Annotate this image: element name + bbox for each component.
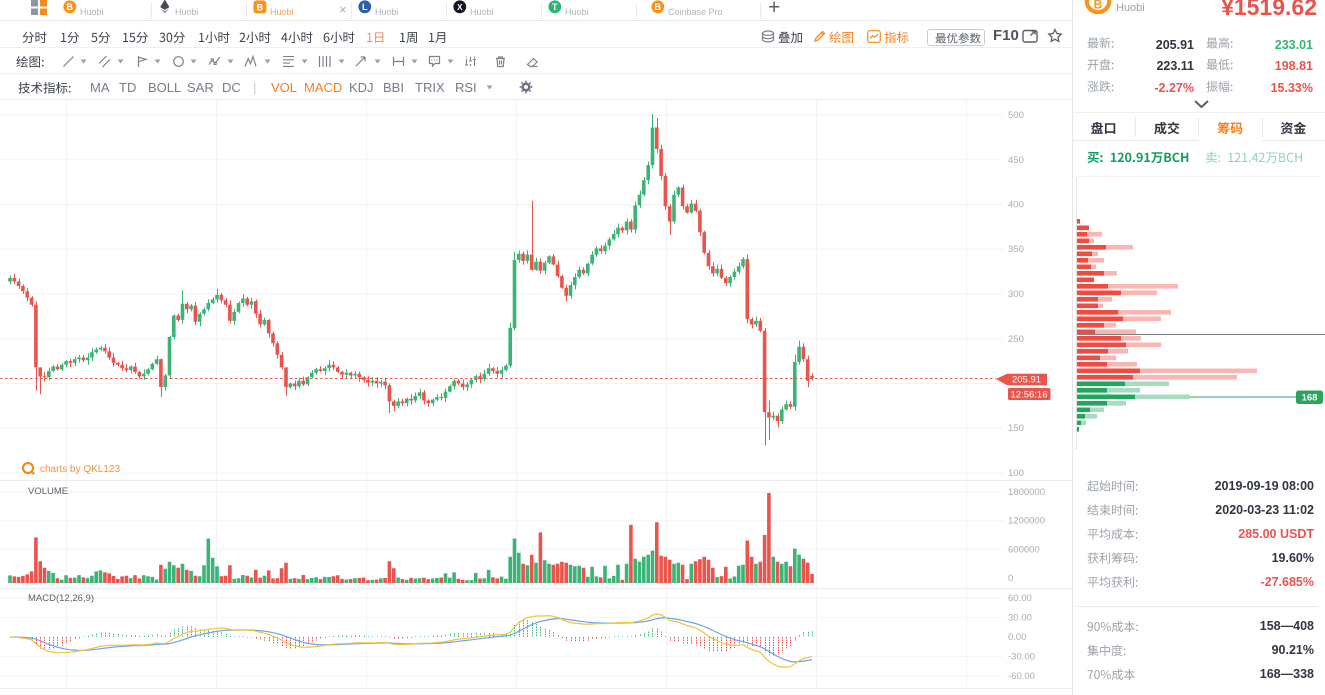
svg-text:30.00: 30.00 xyxy=(1008,612,1032,623)
svg-text:X: X xyxy=(457,3,463,12)
svg-text:250: 250 xyxy=(1008,334,1024,345)
svg-text:300: 300 xyxy=(1008,289,1024,300)
svg-text:168: 168 xyxy=(1302,393,1318,404)
svg-text:0: 0 xyxy=(1008,573,1013,584)
svg-text:0.00: 0.00 xyxy=(1008,632,1027,643)
svg-text:400: 400 xyxy=(1008,200,1024,211)
svg-text:MACD(12,26,9): MACD(12,26,9) xyxy=(28,593,94,604)
svg-text:205.91: 205.91 xyxy=(1012,375,1041,386)
svg-text:-30.00: -30.00 xyxy=(1008,652,1035,663)
svg-text:100: 100 xyxy=(1008,468,1024,479)
svg-text:B: B xyxy=(257,3,264,13)
svg-text:450: 450 xyxy=(1008,155,1024,166)
svg-text:350: 350 xyxy=(1008,244,1024,255)
svg-text:VOLUME: VOLUME xyxy=(28,486,68,497)
svg-text:600000: 600000 xyxy=(1008,544,1040,555)
svg-text:B: B xyxy=(1094,0,1103,12)
svg-text:150: 150 xyxy=(1008,423,1024,434)
svg-text:1800000: 1800000 xyxy=(1008,487,1045,498)
svg-text:T: T xyxy=(552,2,558,12)
svg-text:B: B xyxy=(655,2,662,12)
svg-text:1200000: 1200000 xyxy=(1008,516,1045,527)
svg-text:60.00: 60.00 xyxy=(1008,593,1032,604)
svg-text:500: 500 xyxy=(1008,110,1024,121)
svg-text:-60.00: -60.00 xyxy=(1008,671,1035,682)
svg-text:charts by QKL123: charts by QKL123 xyxy=(40,464,120,475)
svg-text:B: B xyxy=(67,2,74,12)
svg-text:12:56:16: 12:56:16 xyxy=(1011,389,1048,400)
svg-text:L: L xyxy=(362,2,368,12)
